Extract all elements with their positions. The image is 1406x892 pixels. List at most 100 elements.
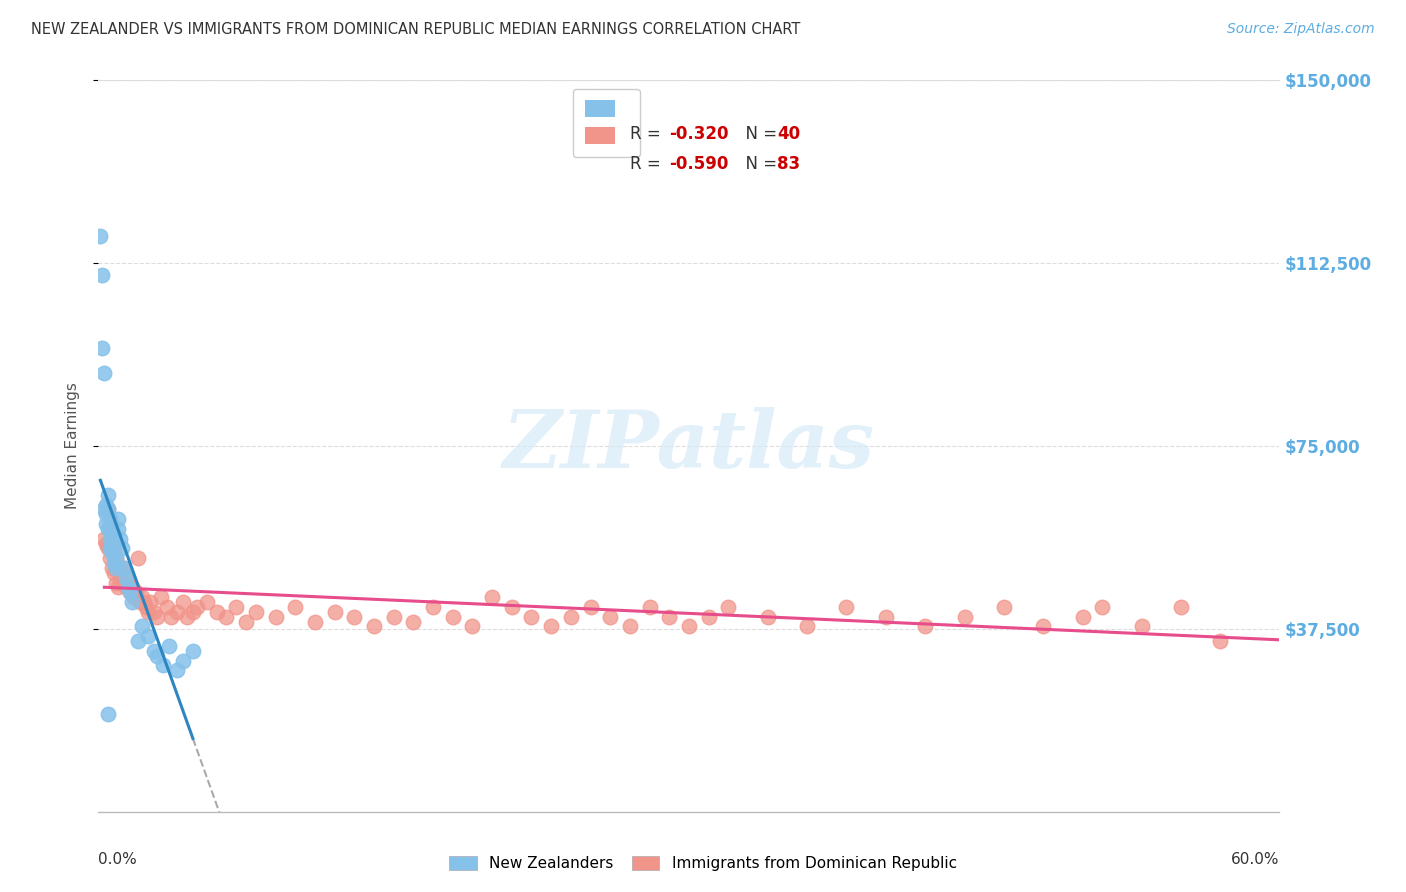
Text: R =: R =: [630, 126, 665, 144]
Point: [205, 605, 228, 619]
Point: [461, 619, 484, 633]
Point: [520, 609, 543, 624]
Point: [142, 644, 165, 658]
Point: [1032, 619, 1054, 633]
Point: [717, 599, 740, 614]
Point: [138, 595, 160, 609]
Point: [186, 599, 208, 614]
Point: [402, 615, 425, 629]
Point: [121, 595, 143, 609]
Point: [96, 536, 118, 550]
Point: [142, 605, 165, 619]
Point: [166, 663, 188, 677]
Point: [146, 648, 169, 663]
Point: [560, 609, 582, 624]
Point: [323, 605, 346, 619]
Point: [441, 609, 464, 624]
Point: [96, 498, 118, 512]
Point: [697, 609, 720, 624]
Point: [875, 609, 897, 624]
Point: [796, 619, 818, 633]
Point: [1130, 619, 1153, 633]
Point: [105, 551, 128, 566]
Point: [136, 605, 159, 619]
Point: [101, 532, 124, 546]
Point: [1091, 599, 1114, 614]
Point: [97, 488, 120, 502]
Point: [121, 581, 143, 595]
Text: 60.0%: 60.0%: [1232, 852, 1279, 867]
Point: [264, 609, 287, 624]
Text: -0.590: -0.590: [669, 155, 728, 173]
Point: [422, 599, 444, 614]
Point: [599, 609, 621, 624]
Point: [93, 366, 115, 380]
Text: R =: R =: [630, 155, 665, 173]
Point: [107, 522, 129, 536]
Point: [1170, 599, 1192, 614]
Point: [172, 595, 194, 609]
Point: [146, 609, 169, 624]
Point: [343, 609, 366, 624]
Point: [235, 615, 257, 629]
Point: [97, 502, 120, 516]
Point: [107, 512, 129, 526]
Text: NEW ZEALANDER VS IMMIGRANTS FROM DOMINICAN REPUBLIC MEDIAN EARNINGS CORRELATION : NEW ZEALANDER VS IMMIGRANTS FROM DOMINIC…: [31, 22, 800, 37]
Point: [225, 599, 247, 614]
Point: [98, 512, 121, 526]
Point: [136, 629, 159, 643]
Point: [579, 599, 602, 614]
Point: [93, 502, 115, 516]
Point: [93, 532, 115, 546]
Point: [131, 619, 153, 633]
Point: [245, 605, 267, 619]
Point: [284, 599, 307, 614]
Point: [501, 599, 523, 614]
Point: [103, 566, 125, 580]
Point: [115, 581, 138, 595]
Text: Source: ZipAtlas.com: Source: ZipAtlas.com: [1227, 22, 1375, 37]
Point: [166, 605, 188, 619]
Point: [304, 615, 326, 629]
Point: [103, 556, 125, 570]
Point: [156, 599, 179, 614]
Point: [97, 541, 120, 556]
Point: [105, 561, 128, 575]
Point: [89, 229, 111, 244]
Point: [117, 581, 139, 595]
Point: [128, 595, 150, 609]
Point: [107, 561, 129, 575]
Point: [135, 599, 157, 614]
Point: [658, 609, 681, 624]
Text: N =: N =: [735, 155, 783, 173]
Point: [118, 585, 141, 599]
Text: 0.0%: 0.0%: [98, 852, 138, 867]
Point: [111, 575, 134, 590]
Point: [97, 707, 120, 722]
Point: [125, 585, 148, 599]
Point: [131, 590, 153, 604]
Point: [122, 590, 145, 604]
Point: [127, 634, 149, 648]
Point: [117, 571, 139, 585]
Point: [382, 609, 405, 624]
Point: [91, 268, 114, 283]
Point: [195, 595, 218, 609]
Point: [160, 609, 183, 624]
Point: [678, 619, 700, 633]
Point: [150, 590, 173, 604]
Point: [112, 561, 135, 575]
Point: [181, 644, 204, 658]
Point: [157, 639, 180, 653]
Point: [619, 619, 641, 633]
Point: [98, 541, 121, 556]
Point: [152, 658, 174, 673]
Point: [112, 561, 135, 575]
Point: [98, 522, 121, 536]
Point: [835, 599, 858, 614]
Point: [97, 502, 120, 516]
Point: [176, 609, 198, 624]
Point: [540, 619, 562, 633]
Point: [363, 619, 385, 633]
Point: [105, 575, 128, 590]
